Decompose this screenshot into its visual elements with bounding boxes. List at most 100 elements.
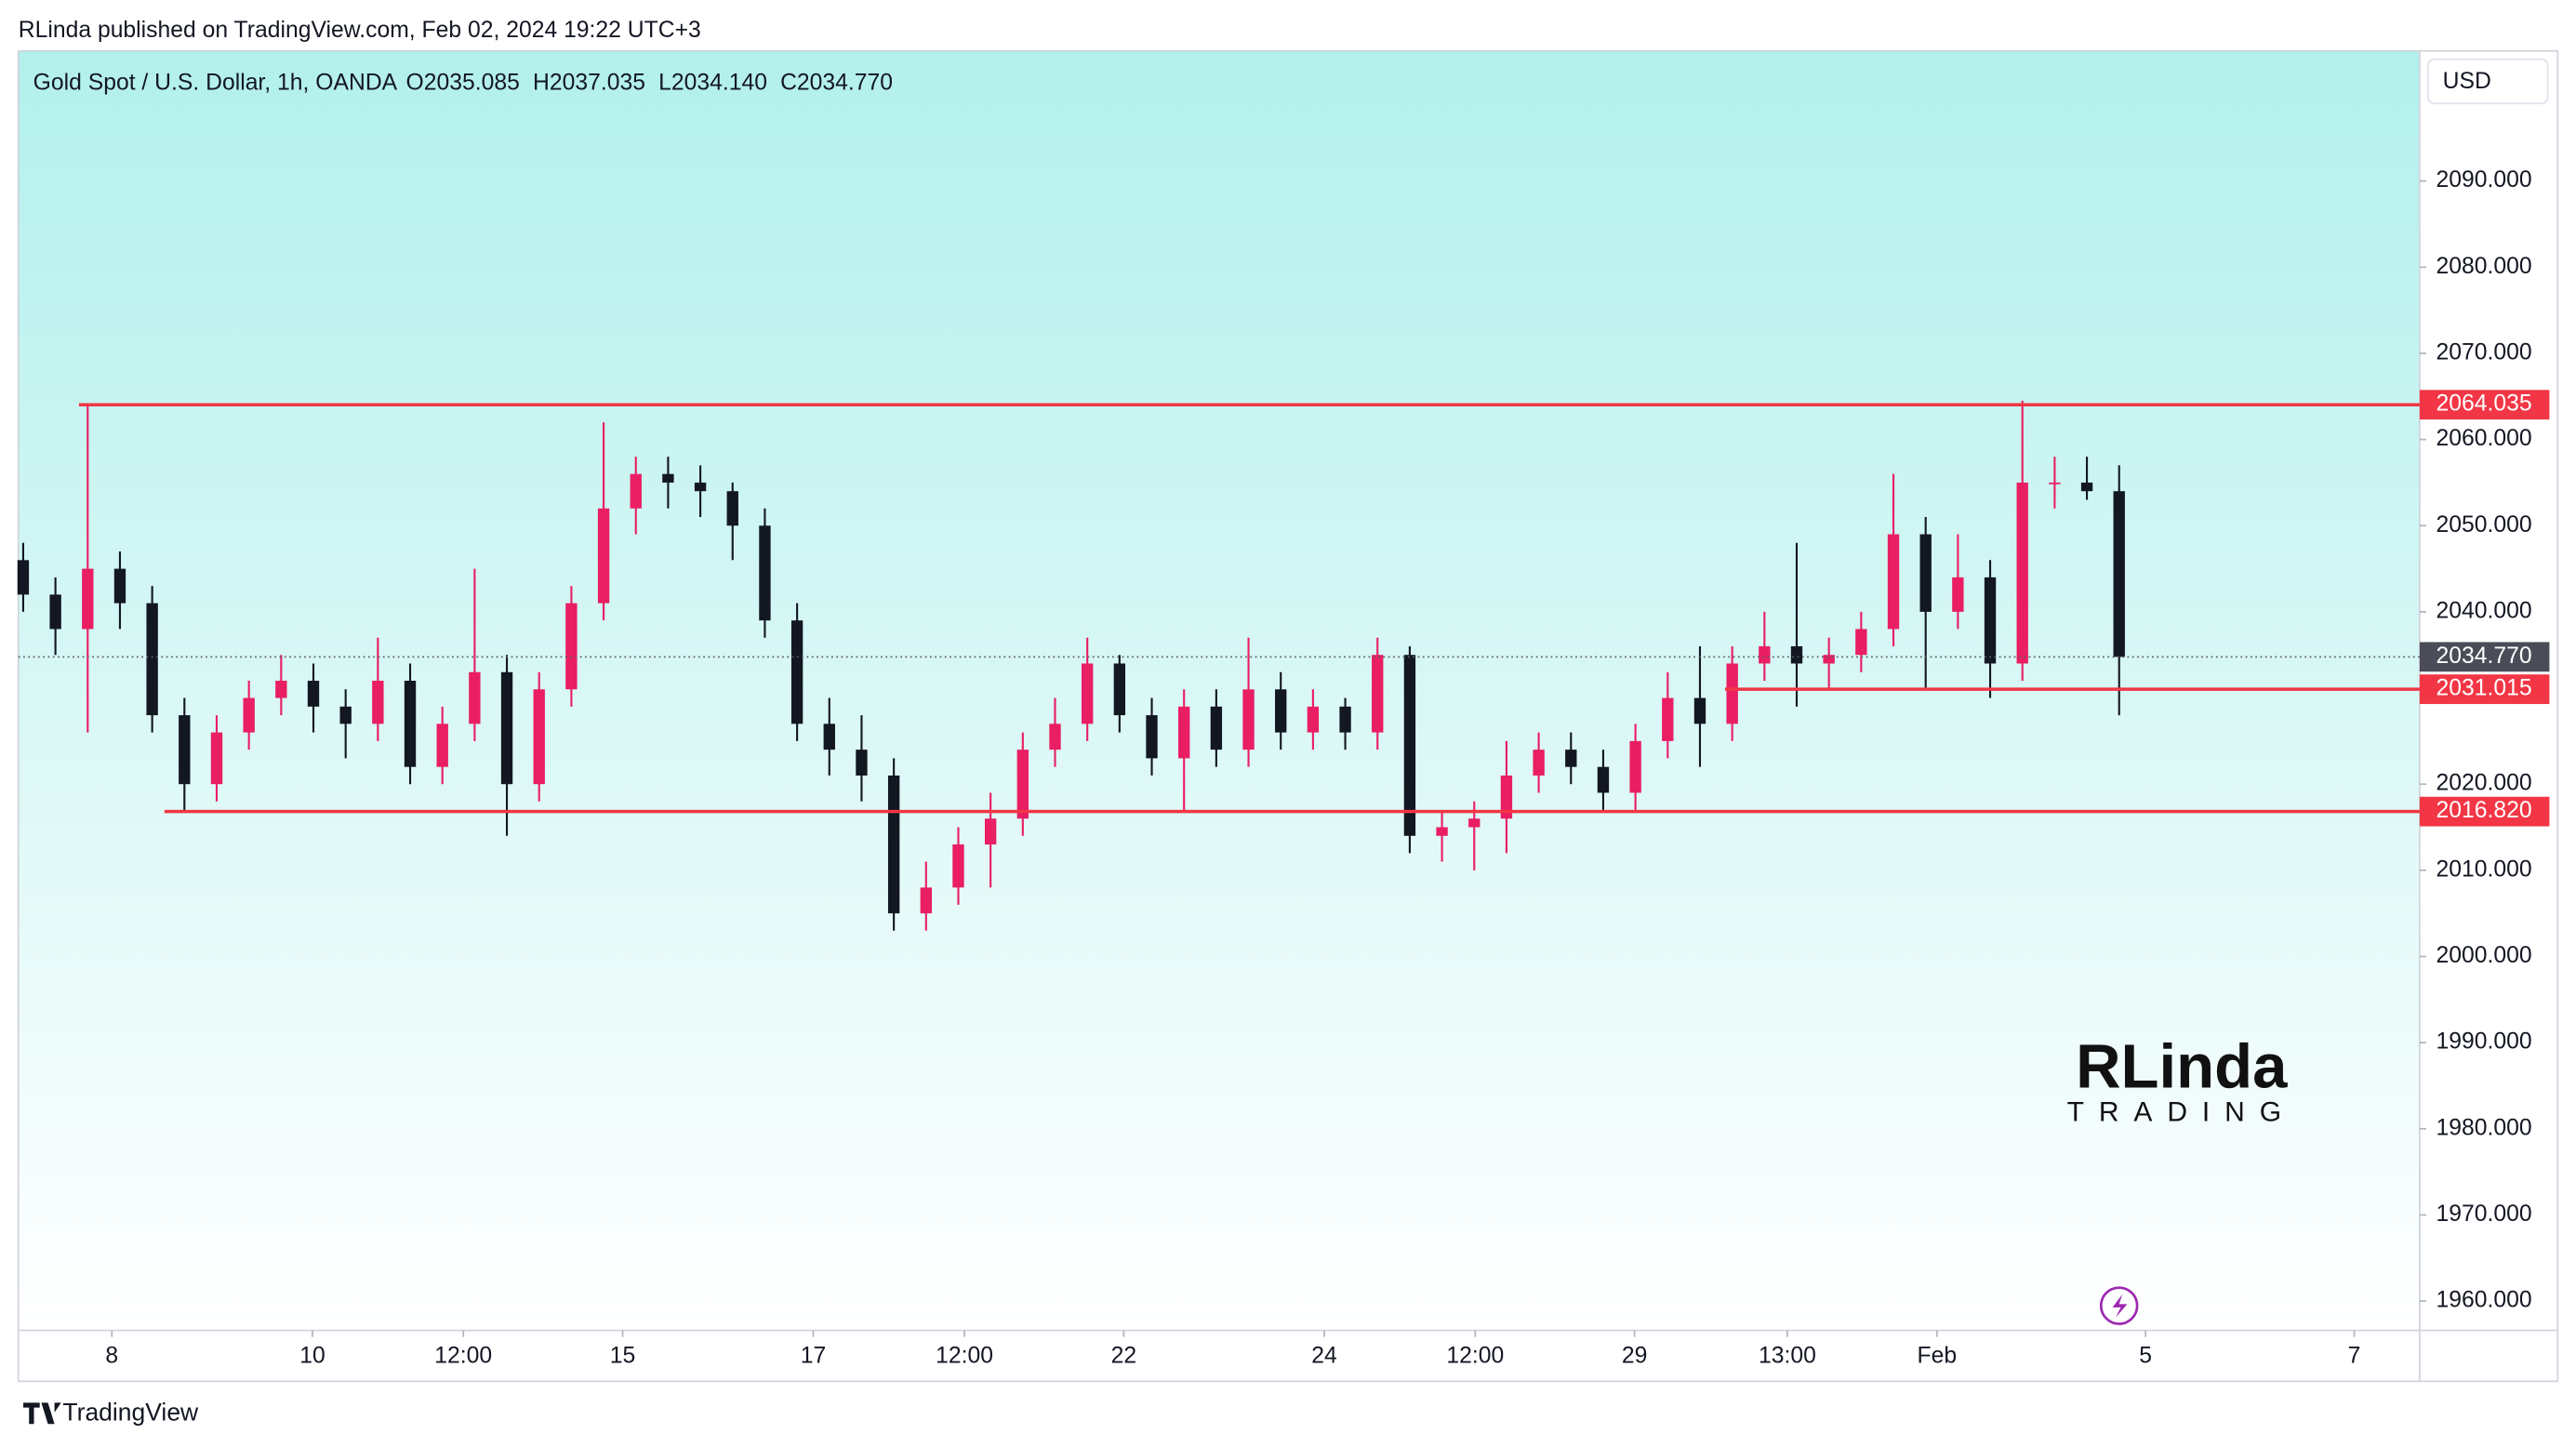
candle-body — [404, 681, 417, 767]
y-tick-label: 2070.000 — [2437, 339, 2532, 365]
candle-body — [662, 473, 674, 483]
candle-body — [1919, 534, 1932, 612]
x-tick-label: 13:00 — [1759, 1343, 1816, 1368]
x-tick-label: 29 — [1622, 1343, 1648, 1368]
candle-body — [2113, 491, 2125, 657]
candle-body — [275, 681, 287, 698]
candle-body — [49, 594, 61, 630]
x-tick-label: 15 — [610, 1343, 636, 1368]
y-tick-label: 2080.000 — [2437, 254, 2532, 279]
last-price-label: 2034.770 — [2437, 644, 2532, 669]
candle-body — [243, 697, 255, 733]
candle-body — [1500, 775, 1513, 819]
x-tick-label: 17 — [801, 1343, 827, 1368]
candle-body — [694, 482, 707, 492]
candle-body — [1726, 663, 1738, 724]
chart-frame — [17, 49, 2559, 1383]
candle-body — [1533, 750, 1545, 776]
candle-body — [1693, 697, 1706, 724]
alert-icon[interactable] — [2099, 1286, 2139, 1325]
candle-body — [1275, 689, 1287, 733]
y-tick-label: 2050.000 — [2437, 512, 2532, 538]
y-tick-label: 2000.000 — [2437, 943, 2532, 968]
candle-body — [597, 508, 610, 604]
y-tick-label: 2040.000 — [2437, 598, 2532, 623]
y-tick-label: 2020.000 — [2437, 771, 2532, 796]
candle-body — [146, 603, 158, 716]
candle-body — [1662, 697, 1674, 741]
level-tag — [2419, 796, 2550, 827]
ohlc-header: O2035.085 H2037.035 L2034.140 C2034.770 — [406, 71, 893, 96]
candle-body — [1339, 706, 1351, 733]
candle-body — [856, 750, 868, 776]
candle-body — [726, 491, 738, 526]
logo-tagline: TRADING — [2067, 1096, 2296, 1127]
candle-body — [179, 715, 191, 785]
candle-body — [1984, 577, 1997, 664]
candle-body — [1113, 663, 1126, 716]
ohlc-value: C2034.770 — [780, 71, 893, 96]
x-tick-label: 7 — [2348, 1343, 2361, 1368]
candle-body — [1210, 706, 1223, 750]
candle-body — [469, 671, 481, 724]
candle-body — [372, 681, 384, 724]
candle-body — [17, 560, 30, 595]
tv-logo — [23, 1402, 61, 1425]
candle-body — [436, 724, 448, 767]
candle-body — [82, 568, 94, 630]
candle-body — [630, 473, 642, 509]
candle-body — [500, 671, 513, 785]
candle-body — [1597, 766, 1610, 793]
y-tick-label: 2010.000 — [2437, 856, 2532, 882]
x-tick-label: 5 — [2139, 1343, 2152, 1368]
candle-body — [1952, 577, 1964, 612]
candle-body — [952, 844, 964, 888]
ohlc-value: O2035.085 — [406, 71, 520, 96]
y-tick-label: 1980.000 — [2437, 1115, 2532, 1140]
x-tick-label: 12:00 — [434, 1343, 492, 1368]
candle-body — [1565, 750, 1577, 767]
candle-body — [1081, 663, 1094, 724]
candle-body — [1307, 706, 1320, 733]
candle-body — [1759, 645, 1771, 664]
level-tag — [2419, 390, 2550, 420]
candle-body — [1049, 724, 1061, 750]
candle-body — [823, 724, 835, 750]
candle-body — [2049, 482, 2061, 485]
alert-bolt — [2112, 1294, 2128, 1318]
candle-body — [1242, 689, 1255, 750]
level-tag — [2419, 674, 2550, 705]
x-tick-label: 10 — [299, 1343, 325, 1368]
y-tick-label: 1990.000 — [2437, 1029, 2532, 1055]
candle-body — [1016, 750, 1029, 819]
y-tick-label: 1970.000 — [2437, 1201, 2532, 1227]
ohlc-value: H2037.035 — [533, 71, 645, 96]
candle-body — [1146, 715, 1158, 759]
candle-body — [1629, 740, 1641, 793]
footer: TradingView — [62, 1399, 199, 1427]
candle-body — [565, 603, 578, 690]
currency-box[interactable] — [2426, 58, 2549, 105]
publisher: RLinda published on TradingView.com, Feb… — [19, 18, 701, 43]
candle-body — [1468, 818, 1481, 828]
y-tick-label: 2090.000 — [2437, 167, 2532, 192]
x-tick-label: 22 — [1111, 1343, 1137, 1368]
candle-body — [339, 706, 352, 724]
candle-body — [307, 681, 320, 707]
level-label: 2031.015 — [2437, 676, 2532, 701]
x-tick-label: 8 — [105, 1343, 118, 1368]
candle-body — [210, 732, 223, 785]
candle-body — [984, 818, 997, 845]
y-tick-label: 1960.000 — [2437, 1288, 2532, 1313]
x-tick-label: Feb — [1918, 1343, 1958, 1368]
y-tick-label: 2060.000 — [2437, 426, 2532, 451]
candle-body — [1436, 827, 1448, 836]
chart-title: Gold Spot / U.S. Dollar, 1h, OANDA — [33, 71, 398, 96]
candle-body — [1887, 534, 1900, 630]
candle-body — [920, 887, 932, 914]
level-label: 2016.820 — [2437, 798, 2532, 823]
currency: USD — [2443, 69, 2491, 94]
candle-body — [1178, 706, 1190, 759]
